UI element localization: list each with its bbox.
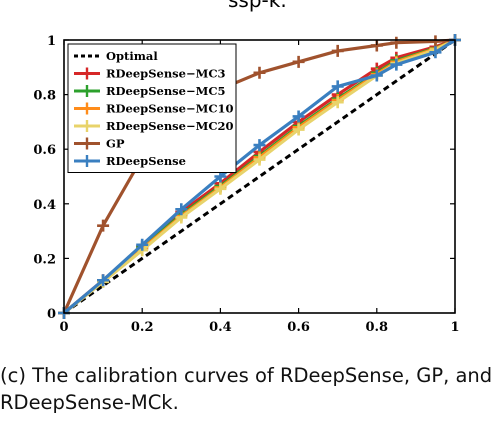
legend-label-5: GP <box>106 137 125 151</box>
legend-marker-2 <box>81 85 93 97</box>
legend-marker-6 <box>81 155 93 167</box>
legend-marker-3 <box>81 102 93 115</box>
series-point-6-10 <box>429 46 442 59</box>
top-fragment: ssp-k. <box>228 0 287 12</box>
legend-marker-4 <box>81 120 93 132</box>
series-point-6-5 <box>253 139 266 152</box>
y-tick-label-3: 0.6 <box>33 143 56 158</box>
x-tick-label-1: 0.2 <box>131 320 154 335</box>
legend-label-4: RDeepSense−MC20 <box>106 119 234 133</box>
legend-label-6: RDeepSense <box>106 154 186 168</box>
y-tick-label-4: 0.8 <box>33 89 56 104</box>
x-tick-label-3: 0.6 <box>287 320 310 335</box>
series-point-6-9 <box>390 58 403 71</box>
series-point-5-6 <box>292 55 305 68</box>
series-point-6-1 <box>97 274 110 287</box>
series-point-5-5 <box>253 66 266 79</box>
x-tick-label-2: 0.4 <box>209 320 232 335</box>
legend: Optimal RDeepSense−MC3 RDeepSense−MC5 RDeep… <box>67 43 237 173</box>
legend-marker-1 <box>81 67 93 80</box>
legend-label-2: RDeepSense−MC5 <box>106 84 226 98</box>
series-point-5-10 <box>429 35 442 48</box>
series-point-6-8 <box>370 69 383 82</box>
series-point-5-7 <box>331 44 344 57</box>
x-tick-label-4: 0.8 <box>365 320 388 335</box>
legend-label-1: RDeepSense−MC3 <box>106 67 226 81</box>
series-point-6-2 <box>136 238 149 251</box>
series-point-5-9 <box>390 36 403 49</box>
series-point-4-4 <box>214 182 227 195</box>
series-point-6-6 <box>292 110 305 123</box>
series-point-5-1 <box>97 219 110 232</box>
y-tick-label-1: 0.2 <box>33 252 56 267</box>
legend-label-3: RDeepSense−MC10 <box>106 102 234 116</box>
legend-marker-5 <box>81 137 93 150</box>
x-tick-label-0: 0 <box>59 320 68 335</box>
y-tick-label-2: 0.4 <box>33 198 56 213</box>
caption-line-2: RDeepSense-MCk. <box>0 391 179 414</box>
y-tick-label-0: 0 <box>47 307 56 322</box>
calibration-chart: 0 0.2 0.4 0.6 0.8 1 0 0.2 0.4 0.6 0.8 1 Optimal RDee… <box>33 34 461 335</box>
caption-line-1: (c) The calibration curves of RDeepSense… <box>0 364 493 387</box>
series-point-4-7 <box>331 96 344 109</box>
axes-frame <box>63 39 456 314</box>
series-point-4-5 <box>253 153 266 166</box>
x-tick-label-5: 1 <box>450 320 459 335</box>
series-point-6-7 <box>331 80 344 93</box>
y-tick-label-5: 1 <box>47 34 56 49</box>
series-point-6-3 <box>175 203 188 216</box>
series-point-4-6 <box>292 123 305 136</box>
legend-label-0: Optimal <box>106 49 158 63</box>
top-cut-text: ssp-k. <box>0 0 498 14</box>
series-line-6 <box>62 38 456 315</box>
figure-caption: (c) The calibration curves of RDeepSense… <box>0 362 498 416</box>
